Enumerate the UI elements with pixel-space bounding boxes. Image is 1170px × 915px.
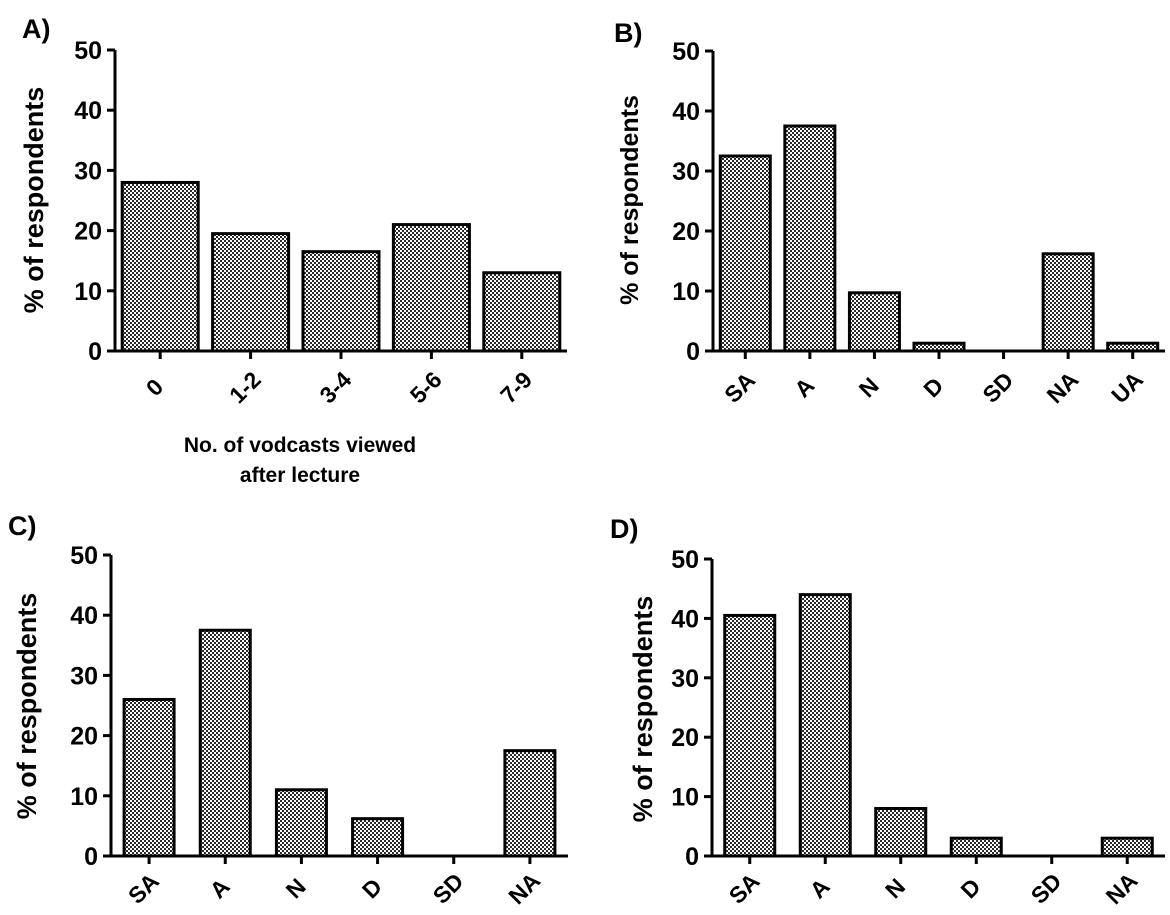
category-label: NA [1042, 366, 1084, 408]
bar [718, 154, 772, 353]
bar [482, 271, 562, 353]
bar [723, 613, 777, 858]
bar [798, 593, 852, 858]
category-label: D [956, 873, 986, 903]
category-labels: SA A N D SD NA [123, 867, 545, 909]
bar [211, 232, 291, 353]
y-axis-title: % of respondents [12, 593, 42, 820]
y-tick-label: 20 [70, 723, 98, 751]
y-tick-label: 40 [671, 605, 699, 633]
bar [274, 788, 328, 858]
panel-label: D) [610, 514, 639, 544]
bars [120, 180, 562, 353]
bar [874, 806, 928, 858]
bar [912, 341, 966, 353]
category-label: 1-2 [224, 366, 266, 408]
bar [351, 817, 405, 858]
y-tick-label: 10 [672, 278, 700, 306]
y-tick-label: 20 [671, 724, 699, 752]
y-tick-label: 0 [686, 338, 700, 366]
x-axis [712, 854, 1165, 864]
y-tick-label: 20 [672, 218, 700, 246]
y-tick-label: 40 [74, 97, 102, 125]
y-tick-label: 40 [70, 602, 98, 630]
category-label: SD [977, 367, 1018, 408]
y-tick-label: 30 [671, 665, 699, 693]
bar [847, 291, 901, 353]
bar [391, 223, 471, 353]
x-axis-title-line-1: No. of vodcasts viewed [184, 434, 416, 457]
category-label: NA [503, 867, 545, 909]
bar [120, 180, 200, 353]
category-label: A [805, 873, 835, 903]
category-label: SD [428, 868, 469, 909]
y-axis: 0 10 20 30 40 50 [70, 542, 113, 871]
y-axis: 0 10 20 30 40 50 [74, 37, 117, 366]
y-tick-label: 30 [70, 662, 98, 690]
category-labels: 0 1-2 3-4 5-6 7-9 [141, 366, 537, 408]
y-axis: 0 10 20 30 40 50 [671, 546, 714, 871]
y-tick-label: 0 [88, 338, 102, 366]
y-tick-label: 50 [671, 546, 699, 574]
x-axis-title-line-2: after lecture [240, 464, 360, 487]
y-tick-label: 40 [672, 98, 700, 126]
category-label: A [205, 873, 235, 903]
y-axis: 0 10 20 30 40 50 [672, 38, 715, 366]
chart-panel-d: D) % of respondents 0 10 20 30 40 50 SA A N D SD N… [610, 514, 1165, 909]
y-axis-title: % of respondents [19, 87, 49, 314]
y-tick-label: 30 [672, 158, 700, 186]
category-label: D [357, 873, 387, 903]
category-label: A [789, 372, 819, 402]
y-tick-label: 0 [685, 843, 699, 871]
category-label: SD [1026, 868, 1067, 909]
y-axis-title: % of respondents [616, 95, 644, 305]
category-label: SA [724, 868, 765, 909]
chart-panel-a: A) % of respondents 0 10 20 30 40 50 0 1-2 3-4 5… [19, 14, 567, 487]
y-tick-label: 50 [672, 38, 700, 66]
category-label: N [880, 873, 910, 903]
y-tick-label: 50 [74, 37, 102, 65]
bar [1106, 341, 1160, 353]
bar [1100, 836, 1154, 858]
panel-label: C) [8, 511, 37, 541]
y-tick-label: 10 [671, 784, 699, 812]
category-label: SA [123, 868, 164, 909]
bars [718, 124, 1160, 353]
y-tick-label: 10 [74, 278, 102, 306]
category-label: UA [1106, 366, 1148, 408]
y-tick-label: 0 [84, 843, 98, 871]
x-axis [111, 854, 568, 864]
bar [198, 628, 252, 858]
category-labels: SA A N D SD NA UA [719, 366, 1148, 408]
y-tick-label: 50 [70, 542, 98, 570]
category-label: NA [1101, 867, 1143, 909]
category-label: 7-9 [495, 366, 537, 408]
bar [949, 836, 1003, 858]
bar [503, 749, 557, 858]
y-tick-label: 20 [74, 218, 102, 246]
category-label: D [918, 372, 948, 402]
category-label: N [281, 873, 311, 903]
chart-panel-b: B) % of respondents 0 10 20 30 40 50 SA A N D SD N… [614, 18, 1165, 408]
category-label: 5-6 [405, 366, 447, 408]
bar [1041, 252, 1095, 353]
category-label: 3-4 [314, 366, 356, 408]
y-axis-title: % of respondents [628, 596, 658, 823]
bars [122, 628, 557, 858]
bar [301, 250, 381, 353]
category-label: N [854, 372, 884, 402]
bar [122, 697, 176, 858]
chart-panel-c: C) % of respondents 0 10 20 30 40 50 SA A N D SD N… [8, 511, 568, 909]
panel-label: A) [22, 14, 51, 44]
category-labels: SA A N D SD NA [724, 867, 1143, 909]
category-label: 0 [141, 374, 168, 401]
y-tick-label: 10 [70, 783, 98, 811]
panel-label: B) [614, 18, 643, 48]
bars [723, 593, 1154, 858]
category-label: SA [719, 367, 760, 408]
y-tick-label: 30 [74, 157, 102, 185]
bar [783, 124, 837, 353]
